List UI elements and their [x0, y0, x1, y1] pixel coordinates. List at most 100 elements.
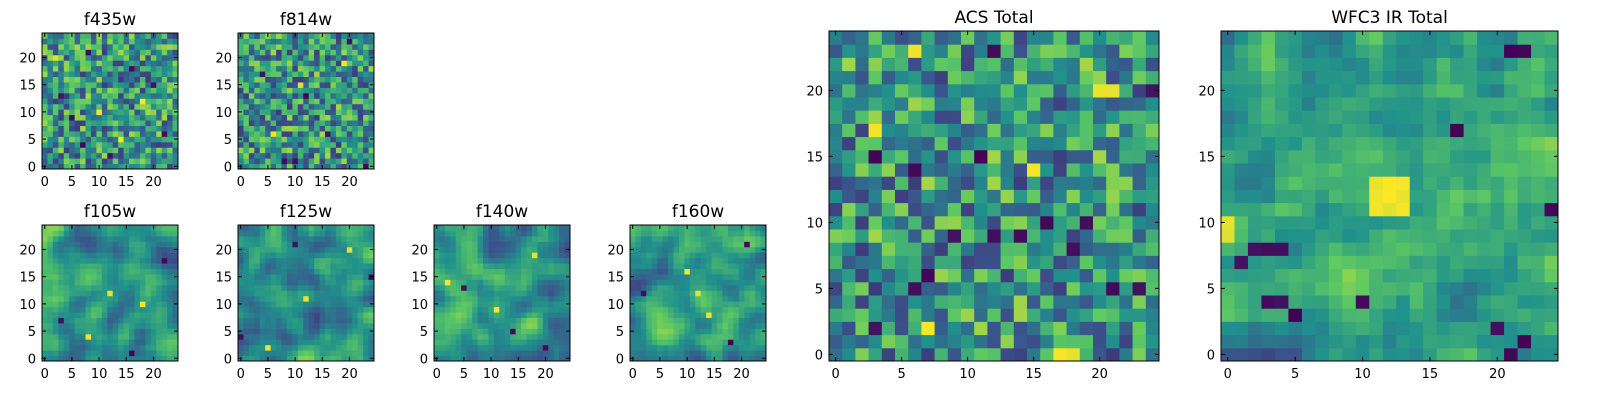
- heatmap-cell: [1301, 255, 1316, 270]
- heatmap-cell: [145, 141, 152, 148]
- heatmap-cell: [265, 141, 272, 148]
- heatmap-cell: [330, 241, 337, 248]
- heatmap-cell: [161, 87, 168, 94]
- heatmap-cell: [673, 322, 680, 329]
- heatmap-cell: [488, 295, 495, 302]
- heatmap-cell: [657, 230, 664, 237]
- heatmap-cell: [129, 163, 135, 170]
- heatmap-cell: [706, 273, 713, 280]
- heatmap-cell: [134, 235, 141, 242]
- heatmap-cell: [123, 328, 130, 335]
- heatmap-cell: [1517, 347, 1532, 362]
- heatmap-cell: [1301, 347, 1316, 362]
- heatmap-cell: [868, 215, 883, 230]
- heatmap-cell: [238, 92, 244, 99]
- heatmap-cell: [472, 333, 479, 340]
- heatmap-cell: [1409, 295, 1424, 309]
- heatmap-cell: [1119, 321, 1134, 336]
- heatmap-cell: [987, 83, 1002, 98]
- heatmap-cell: [717, 317, 723, 324]
- heatmap-cell: [319, 81, 326, 88]
- heatmap-cell: [1369, 321, 1384, 336]
- heatmap-cell: [85, 130, 92, 137]
- heatmap-cell: [1396, 347, 1411, 362]
- heatmap-cell: [1261, 242, 1276, 256]
- heatmap-cell: [74, 322, 81, 329]
- heatmap-cell: [42, 38, 48, 45]
- heatmap-cell: [330, 76, 337, 83]
- heatmap-cell: [363, 71, 370, 78]
- heatmap-cell: [286, 257, 293, 264]
- heatmap-cell: [123, 87, 130, 94]
- heatmap-cell: [167, 141, 174, 148]
- heatmap-cell: [243, 344, 250, 351]
- heatmap-cell: [352, 225, 359, 231]
- heatmap-cell: [651, 252, 658, 259]
- heatmap-cell: [363, 241, 370, 248]
- heatmap-cell: [1234, 321, 1249, 336]
- heatmap-cell: [259, 163, 266, 170]
- heatmap-cell: [161, 312, 168, 318]
- heatmap-cell: [74, 306, 81, 313]
- heatmap-cell: [259, 38, 266, 45]
- heatmap-cell: [1013, 242, 1028, 256]
- heatmap-cell: [1000, 268, 1015, 283]
- heatmap-cell: [521, 225, 527, 231]
- heatmap-cell: [308, 38, 315, 45]
- heatmap-cell: [270, 279, 277, 286]
- heatmap-cell: [118, 339, 125, 346]
- heatmap-cell: [325, 279, 331, 286]
- heatmap-cell: [895, 44, 909, 58]
- heatmap-cell: [314, 136, 321, 143]
- heatmap-cell: [1145, 295, 1160, 309]
- heatmap-cell: [526, 257, 533, 264]
- heatmap-cell: [1119, 334, 1134, 349]
- heatmap-cell: [466, 284, 473, 291]
- heatmap-cell: [1423, 268, 1438, 283]
- heatmap-cell: [1261, 308, 1276, 322]
- heatmap-cell: [504, 284, 511, 291]
- heatmap-cell: [1106, 242, 1120, 256]
- heatmap-cell: [363, 355, 370, 362]
- heatmap-cell: [559, 268, 566, 275]
- heatmap-cell: [1531, 215, 1546, 230]
- heatmap-cell: [711, 317, 718, 324]
- heatmap-cell: [150, 49, 157, 56]
- heatmap-cell: [504, 268, 511, 275]
- heatmap-cell: [733, 230, 740, 237]
- heatmap-cell: [482, 273, 489, 280]
- heatmap-cell: [118, 355, 125, 362]
- heatmap-cell: [700, 268, 707, 275]
- heatmap-cell: [1066, 308, 1081, 322]
- heatmap-cell: [450, 339, 457, 346]
- heatmap-cell: [700, 225, 707, 231]
- heatmap-cell: [341, 71, 348, 78]
- heatmap-cell: [450, 301, 457, 308]
- heatmap-cell: [139, 141, 146, 148]
- heatmap-cell: [58, 71, 65, 78]
- heatmap-cell: [303, 147, 310, 154]
- heatmap-cell: [352, 136, 359, 143]
- heatmap-cell: [276, 241, 283, 248]
- heatmap-cell: [58, 339, 65, 346]
- heatmap-cell: [69, 230, 76, 237]
- heatmap-cell: [727, 268, 734, 275]
- heatmap-cell: [717, 290, 723, 297]
- heatmap-cell: [139, 350, 146, 357]
- heatmap-cell: [559, 312, 566, 318]
- heatmap-cell: [330, 120, 337, 126]
- heatmap-cell: [537, 355, 544, 362]
- heatmap-cell: [1093, 295, 1107, 309]
- heatmap-cell: [96, 246, 103, 253]
- heatmap-cell: [727, 317, 734, 324]
- heatmap-cell: [47, 114, 54, 121]
- heatmap-cell: [101, 65, 108, 72]
- heatmap-cell: [281, 268, 288, 275]
- heatmap-cell: [357, 257, 364, 264]
- heatmap-cell: [308, 49, 315, 56]
- heatmap-cell: [69, 301, 76, 308]
- heatmap-cell: [646, 279, 653, 286]
- heatmap-cell: [908, 202, 922, 217]
- heatmap-cell: [542, 246, 549, 253]
